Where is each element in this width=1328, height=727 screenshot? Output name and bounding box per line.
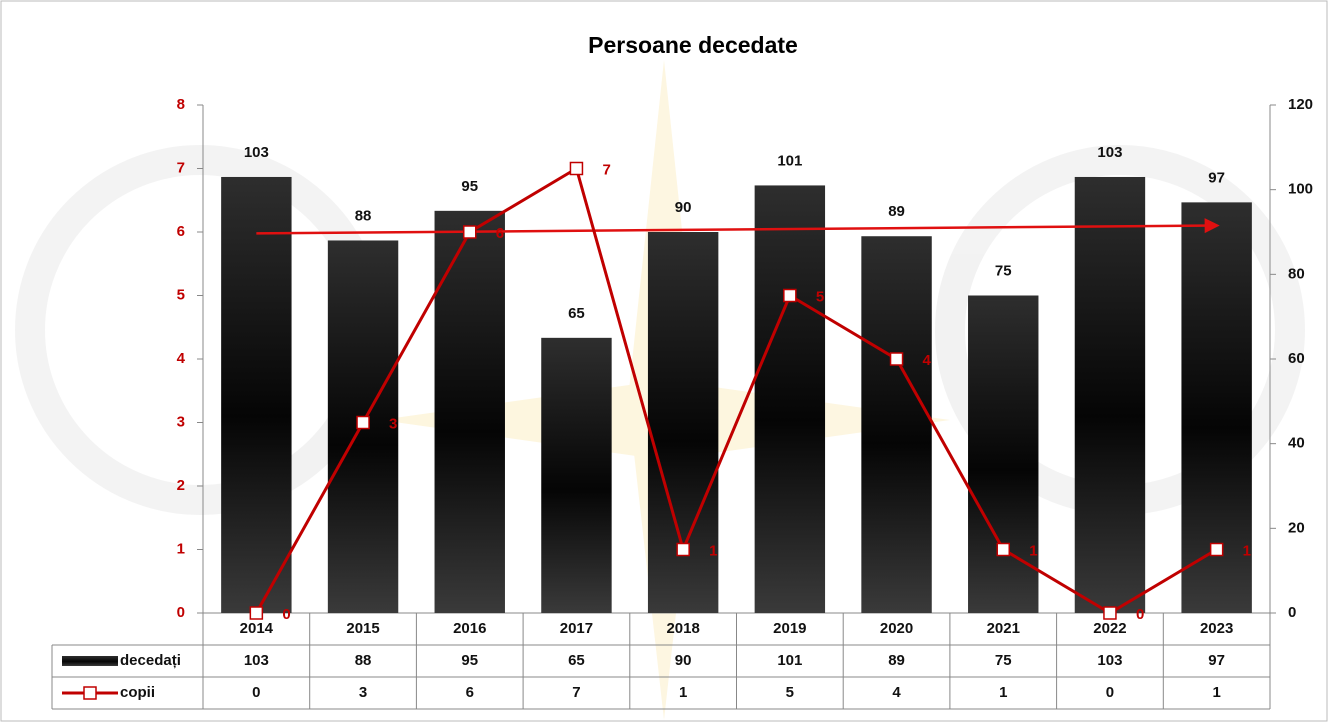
legend-label: copii: [120, 684, 155, 701]
x-tick-label: 2020: [880, 620, 913, 637]
bar-value-label: 95: [461, 178, 478, 195]
y-tick-label: 2: [177, 477, 185, 494]
y2-tick-label: 80: [1288, 265, 1305, 282]
x-tick-label: 2016: [453, 620, 486, 637]
bar: [861, 236, 932, 613]
line-marker: [356, 415, 370, 430]
y2-tick-label: 0: [1288, 604, 1296, 621]
y-tick-label: 7: [177, 159, 185, 176]
table-value: 97: [1208, 652, 1225, 669]
line-value-label: 7: [602, 161, 610, 178]
y-tick-label: 4: [177, 350, 186, 367]
y2-tick-label: 20: [1288, 519, 1305, 536]
bar: [754, 185, 826, 613]
table-value: 75: [995, 652, 1012, 669]
trend-line: [256, 218, 1220, 235]
bar: [541, 337, 612, 613]
line-value-label: 6: [496, 225, 504, 242]
line-value-label: 1: [1243, 542, 1251, 559]
table-value: 103: [244, 652, 269, 669]
y-tick-label: 3: [177, 413, 185, 430]
table-value: 95: [461, 652, 478, 669]
bar: [221, 176, 292, 613]
x-tick-label: 2014: [240, 620, 274, 637]
bar: [434, 210, 505, 614]
chart-title: Persoane decedate: [588, 32, 798, 58]
table-value: 4: [892, 684, 901, 701]
line-value-label: 1: [1029, 542, 1037, 559]
bar-value-label: 89: [888, 203, 905, 220]
line-marker: [676, 542, 690, 557]
line-marker: [569, 161, 584, 176]
line-marker: [1209, 542, 1224, 557]
x-tick-label: 2018: [666, 620, 699, 637]
x-tick-label: 2022: [1093, 620, 1126, 637]
x-tick-label: 2019: [773, 620, 806, 637]
y2-tick-label: 60: [1288, 350, 1305, 367]
bar-value-label: 65: [568, 305, 585, 322]
x-tick-label: 2015: [346, 620, 379, 637]
table-value: 90: [675, 652, 692, 669]
table-value: 7: [572, 684, 580, 701]
y-tick-label: 1: [177, 540, 185, 557]
table-value: 3: [359, 684, 367, 701]
table-value: 0: [252, 684, 260, 701]
bar: [968, 295, 1039, 613]
line-value-label: 1: [709, 542, 717, 559]
line-value-label: 0: [1136, 606, 1144, 623]
x-tick-label: 2023: [1200, 620, 1233, 637]
x-tick-label: 2021: [987, 620, 1020, 637]
bar-value-label: 103: [244, 144, 269, 161]
table-value: 103: [1097, 652, 1122, 669]
line-value-label: 5: [816, 288, 824, 305]
bar: [1074, 176, 1146, 613]
y2-tick-label: 120: [1288, 96, 1313, 113]
table-value: 1: [1212, 684, 1220, 701]
bar-value-label: 101: [777, 152, 802, 169]
bar-value-label: 88: [355, 207, 372, 224]
line-marker: [1103, 606, 1117, 620]
bar-value-label: 103: [1097, 144, 1122, 161]
legend-key: [83, 686, 97, 700]
bar-value-label: 75: [995, 262, 1012, 279]
table-value: 5: [786, 684, 794, 701]
line-value-label: 0: [282, 606, 290, 623]
line-marker: [783, 288, 797, 303]
y-tick-label: 8: [177, 96, 185, 113]
legend-key: [62, 656, 118, 666]
table-value: 65: [568, 652, 585, 669]
table-value: 89: [888, 652, 905, 669]
line-marker: [996, 542, 1010, 557]
y-tick-label: 6: [177, 223, 185, 240]
table-value: 1: [679, 684, 687, 701]
bar-value-label: 97: [1208, 169, 1225, 186]
table-value: 101: [777, 652, 802, 669]
y2-tick-label: 40: [1288, 435, 1305, 452]
bar-value-label: 90: [675, 199, 692, 216]
y-tick-label: 5: [177, 286, 185, 303]
y2-tick-label: 100: [1288, 181, 1313, 198]
line-series: [255, 166, 1218, 615]
line-value-label: 4: [923, 352, 932, 369]
table-value: 6: [466, 684, 474, 701]
table-value: 88: [355, 652, 372, 669]
x-tick-label: 2017: [560, 620, 593, 637]
legend-label: decedați: [120, 652, 181, 669]
line-marker: [249, 606, 264, 620]
line-marker: [889, 352, 904, 366]
line-value-label: 3: [389, 415, 397, 432]
line-marker: [463, 225, 477, 239]
y-tick-label: 0: [177, 604, 185, 621]
table-value: 1: [999, 684, 1007, 701]
table-value: 0: [1106, 684, 1114, 701]
